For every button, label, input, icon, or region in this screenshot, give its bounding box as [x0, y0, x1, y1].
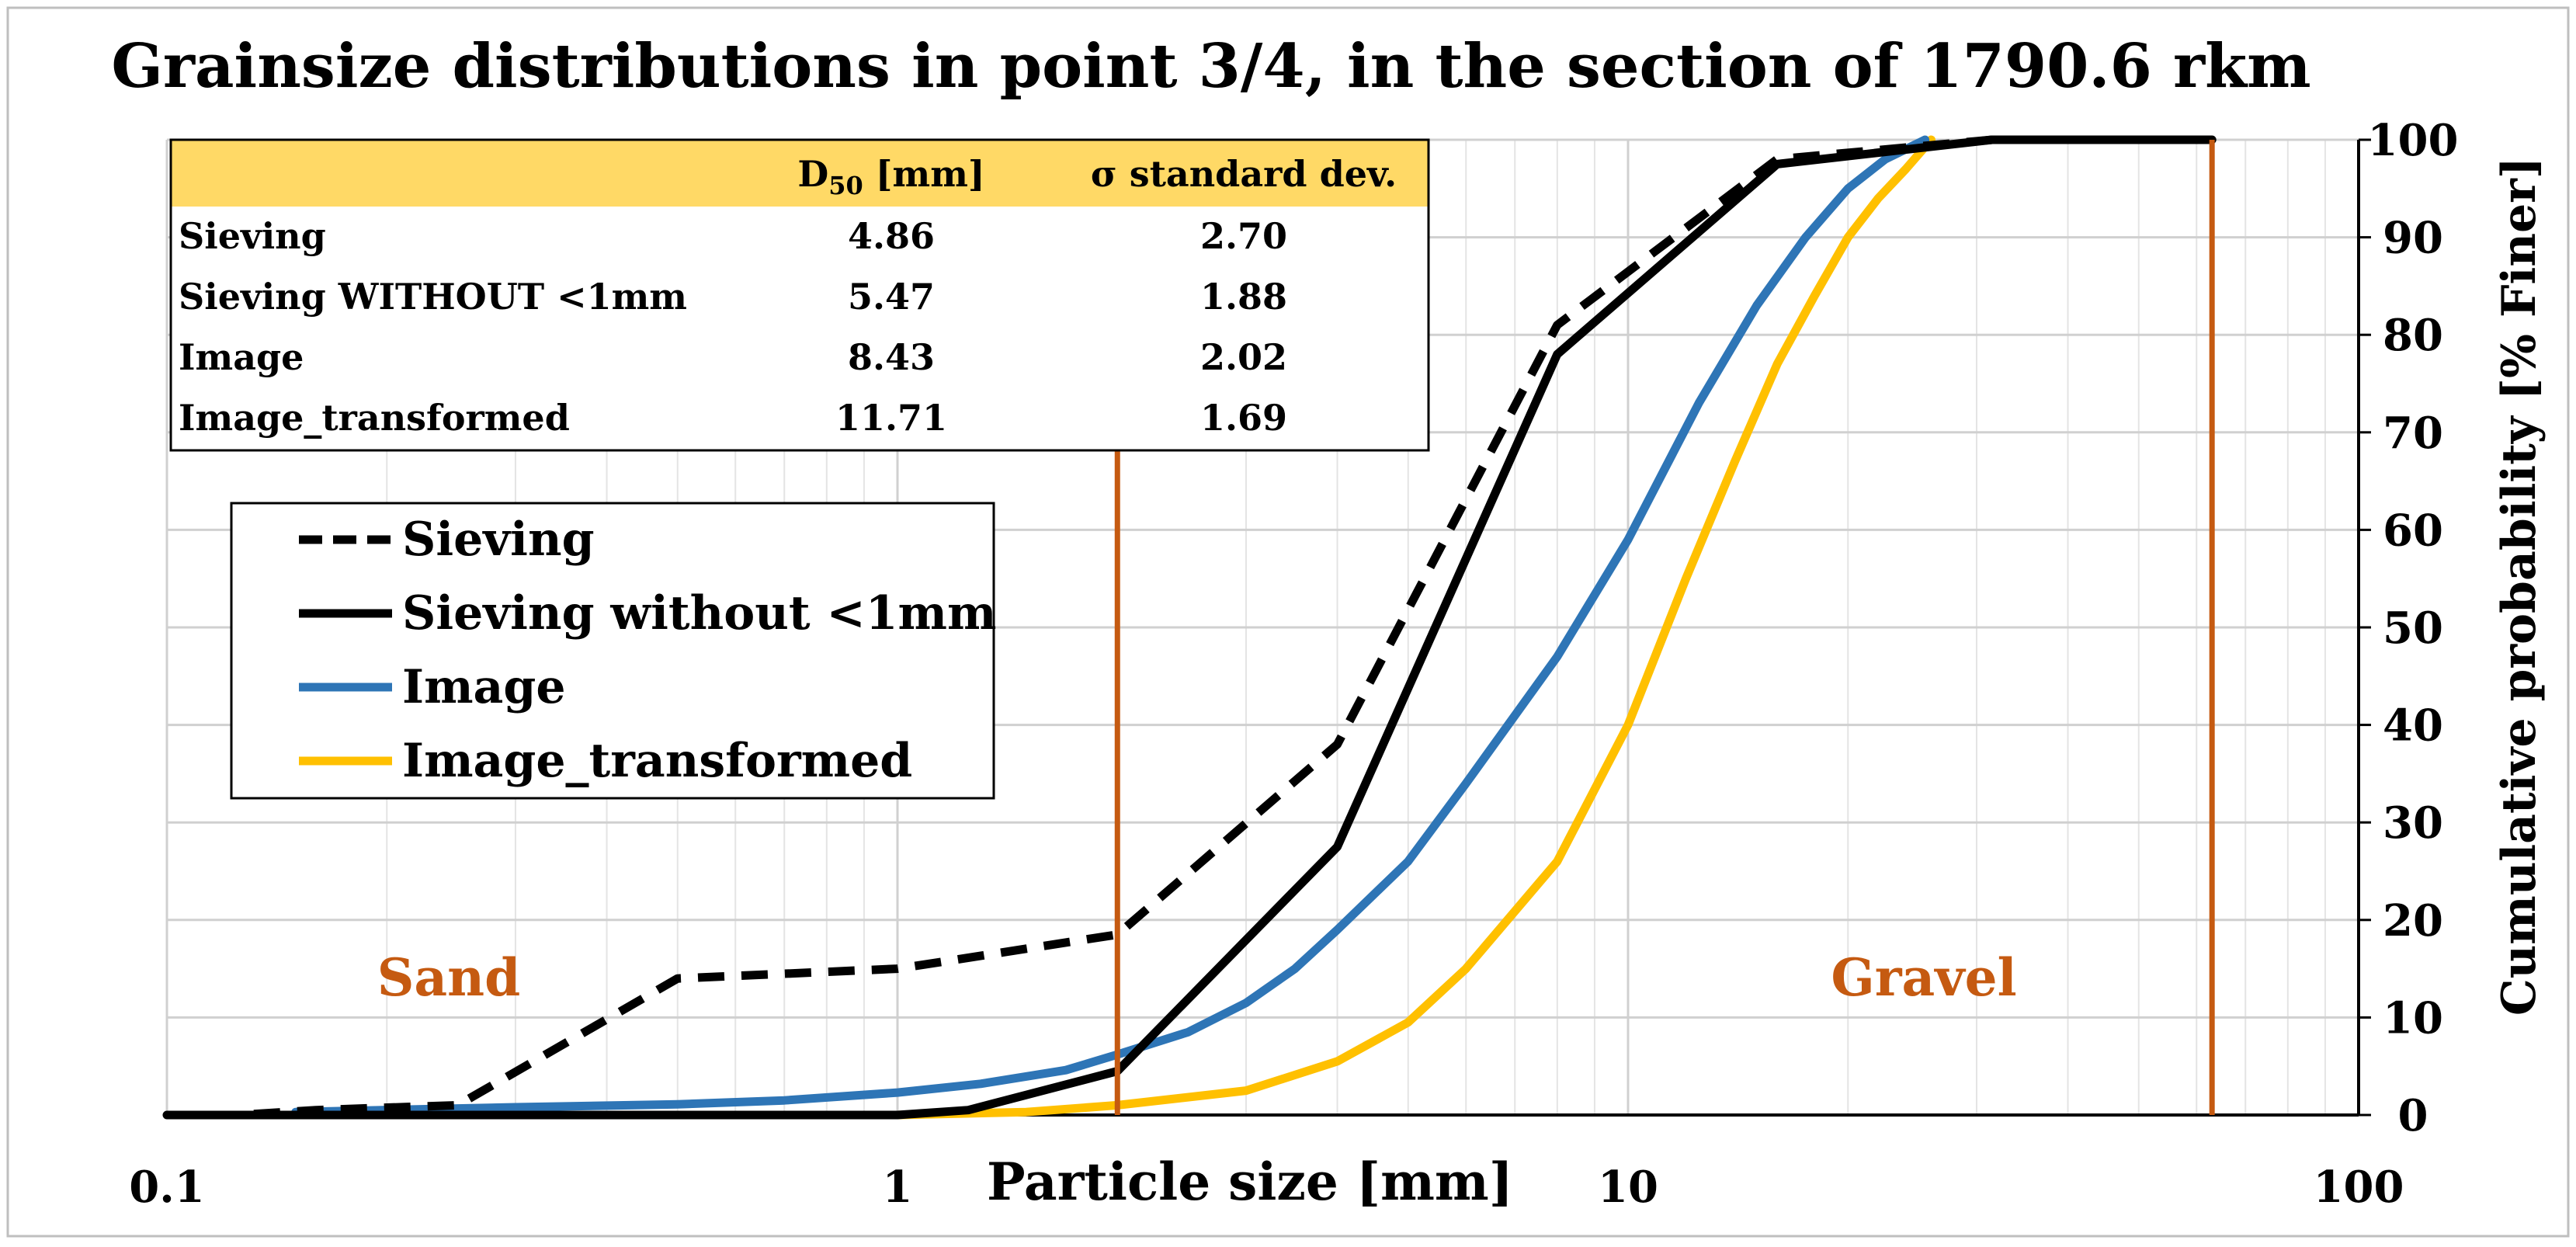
- legend-items: Sieving Sieving without <1mm Image Image_tr…: [299, 512, 996, 788]
- stats-row-d50: 5.47: [848, 276, 935, 318]
- legend-label: Sieving without <1mm: [402, 586, 996, 641]
- stats-row-sigma: 2.02: [1200, 336, 1287, 378]
- stats-row-d50: 8.43: [848, 336, 935, 378]
- series-line-sieving-without-1mm: [162, 135, 2217, 1120]
- stats-header-d50: D50 [mm]: [797, 153, 984, 200]
- legend: Sieving Sieving without <1mm Image Image_tr…: [230, 502, 996, 800]
- region-label-sand: Sand: [377, 947, 521, 1008]
- stats-rows: Sieving 4.86 2.70 Sieving WITHOUT <1mm 5.47 1…: [179, 215, 1287, 439]
- stats-row-d50: 11.71: [835, 397, 947, 439]
- y-tick-label: 10: [2383, 992, 2443, 1044]
- x-tick-label: 0.1: [129, 1162, 204, 1213]
- stats-table: D50 [mm] σ standard dev. Sieving 4.86 2.70…: [169, 138, 1430, 452]
- stats-table-border: [169, 138, 1430, 452]
- stats-row-label: Image: [179, 336, 304, 378]
- legend-box: [230, 502, 995, 800]
- y-tick-label: 100: [2368, 115, 2459, 166]
- series-line-image-transformed: [291, 135, 1935, 1120]
- y-tick-label: 80: [2383, 310, 2443, 361]
- series-layer: [162, 135, 2217, 1120]
- legend-label: Sieving: [402, 512, 595, 567]
- stats-row-sigma: 1.69: [1200, 397, 1287, 439]
- series-line-image: [291, 135, 1930, 1117]
- x-tick-label: 10: [1598, 1162, 1658, 1213]
- y-tick-labels: 0 10 20 30 40 50 60 70 80 90 100: [2368, 115, 2459, 1141]
- y-tick-label: 20: [2383, 895, 2443, 947]
- series-line-sieving: [167, 135, 2213, 1120]
- stats-row-sigma: 1.88: [1200, 276, 1287, 318]
- y-tick-label: 40: [2383, 700, 2443, 752]
- x-tick-labels: 0.1 1 10 100: [129, 1162, 2404, 1213]
- stats-row-label: Sieving: [179, 215, 326, 257]
- legend-label: Image_transformed: [402, 734, 912, 788]
- x-tick-label: 100: [2314, 1162, 2404, 1213]
- region-labels: Sand Gravel: [377, 947, 2017, 1008]
- x-axis-label: Particle size [mm]: [987, 1151, 1513, 1212]
- y-tick-label: 90: [2383, 213, 2443, 264]
- y-axis-label: Cumulative probability [% Finer]: [2492, 157, 2546, 1016]
- chart-title: Grainsize distributions in point 3/4, in…: [111, 31, 2310, 102]
- y-tick-label: 0: [2398, 1090, 2428, 1141]
- legend-label: Image: [402, 660, 566, 714]
- stats-row-sigma: 2.70: [1200, 215, 1287, 257]
- region-label-gravel: Gravel: [1831, 947, 2016, 1008]
- stats-table-header-bg: [171, 140, 1429, 207]
- stats-row-d50: 4.86: [848, 215, 935, 257]
- x-tick-label: 1: [883, 1162, 913, 1213]
- y-tick-label: 50: [2383, 603, 2443, 654]
- stats-row-label: Sieving WITHOUT <1mm: [179, 276, 687, 318]
- y-tick-label: 30: [2383, 797, 2443, 849]
- stats-row-label: Image_transformed: [179, 397, 570, 439]
- stats-header-sigma: σ standard dev.: [1091, 153, 1397, 195]
- y-tick-label: 70: [2383, 408, 2443, 459]
- y-tick-label: 60: [2383, 505, 2443, 556]
